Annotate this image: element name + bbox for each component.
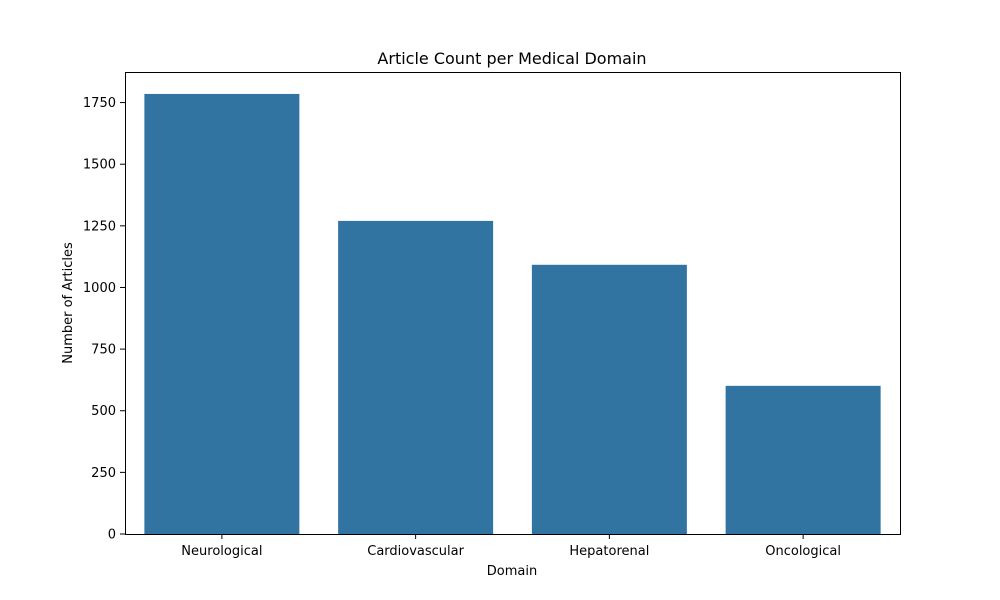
y-tick-label: 250 bbox=[91, 466, 116, 481]
x-tick-label: Hepatorenal bbox=[569, 544, 649, 559]
x-tick-label: Cardiovascular bbox=[367, 544, 464, 559]
bar-oncological bbox=[725, 385, 881, 534]
plot-frame bbox=[125, 72, 901, 535]
x-axis-label: Domain bbox=[487, 564, 537, 579]
chart-title: Article Count per Medical Domain bbox=[377, 49, 646, 68]
y-tick-label: 750 bbox=[91, 343, 116, 358]
x-tick-label: Oncological bbox=[765, 544, 841, 559]
y-tick-label: 500 bbox=[91, 404, 116, 419]
x-axis-ticks: Neurological Cardiovascular Hepatorenal Onc… bbox=[181, 534, 841, 559]
bars-group bbox=[144, 93, 881, 535]
y-tick-label: 1750 bbox=[83, 96, 116, 111]
y-tick-label: 0 bbox=[108, 528, 116, 543]
y-tick-label: 1000 bbox=[83, 281, 116, 296]
x-tick-label: Neurological bbox=[181, 544, 262, 559]
y-axis-label: Number of Articles bbox=[61, 242, 76, 364]
y-axis-ticks: 0 250 500 750 1000 1250 1500 1750 bbox=[83, 96, 125, 543]
bar-hepatorenal bbox=[531, 264, 687, 534]
bar-cardiovascular bbox=[338, 220, 494, 534]
y-tick-label: 1500 bbox=[83, 158, 116, 173]
bar-neurological bbox=[144, 93, 300, 535]
y-tick-label: 1250 bbox=[83, 219, 116, 234]
